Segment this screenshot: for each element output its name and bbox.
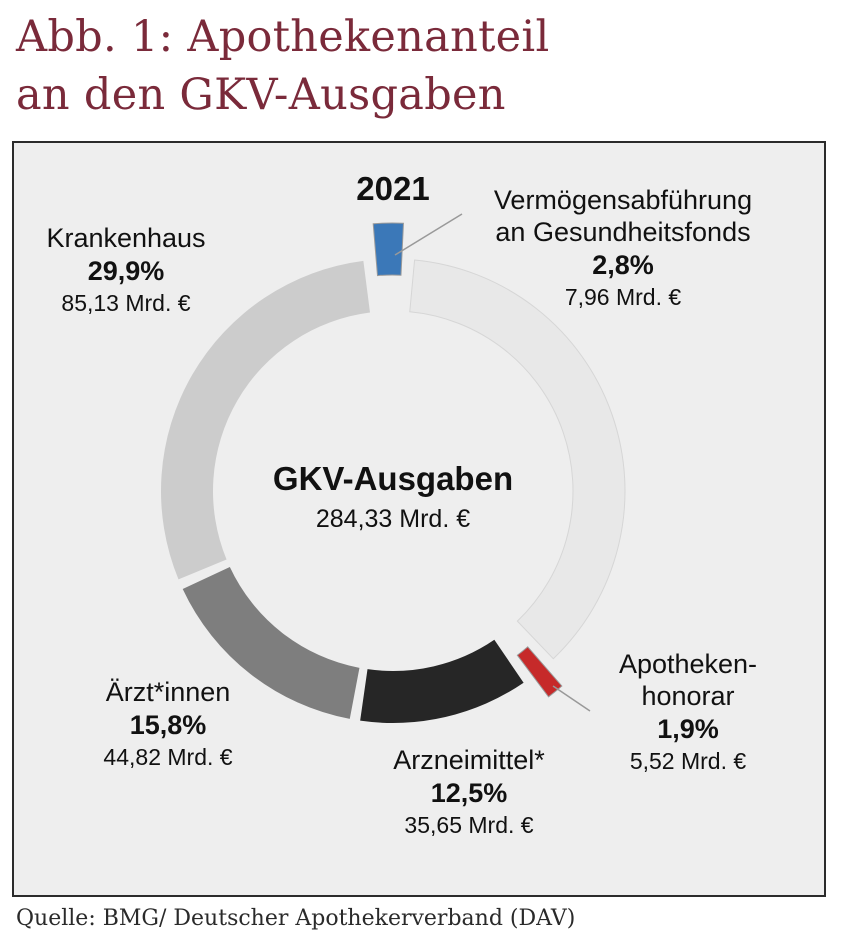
figure-title: Abb. 1: Apothekenanteil an den GKV-Ausga… [16, 8, 550, 124]
segment-amount: 5,52 Mrd. € [629, 748, 747, 774]
segment-percent: 1,9% [657, 714, 719, 744]
donut-segment-arzneimittel [360, 639, 524, 723]
segment-name: Apotheken- [618, 649, 758, 679]
donut-segment-krankenhaus [161, 260, 371, 580]
label-aerztinnen: Ärzt*innen 15,8% 44,82 Mrd. € [103, 676, 232, 772]
segment-percent: 12,5% [430, 778, 508, 808]
segment-name: Krankenhaus [46, 223, 206, 253]
source-note: Quelle: BMG/ Deutscher Apothekerverband … [16, 906, 576, 931]
segment-amount: 44,82 Mrd. € [103, 744, 233, 770]
segment-name: Vermögensabführung [493, 185, 753, 215]
donut-center-title: GKV-Ausgaben [272, 460, 514, 497]
segment-name: an Gesundheitsfonds [495, 217, 751, 247]
segment-name: Ärzt*innen [105, 677, 231, 707]
leader-line-apothekenhonorar [552, 685, 591, 712]
segment-name: honorar [641, 681, 735, 711]
donut-segment-aerzt-innen [182, 567, 360, 719]
title-line-1: Abb. 1: Apothekenanteil [16, 12, 550, 62]
segment-amount: 7,96 Mrd. € [564, 284, 682, 310]
chart-year: 2021 [356, 170, 430, 207]
donut-segment-remainder [409, 259, 626, 660]
donut-segment-vermoegensabfuehrung-an-gesundheitsfonds [372, 222, 404, 277]
segment-amount: 85,13 Mrd. € [61, 290, 191, 316]
label-apothekenhonorar: Apotheken- honorar 1,9% 5,52 Mrd. € [619, 648, 757, 776]
segment-amount: 35,65 Mrd. € [404, 812, 534, 838]
label-arzneimittel: Arzneimittel* 12,5% 35,65 Mrd. € [393, 744, 545, 840]
label-vermoegensabfuehrung: Vermögensabführung an Gesundheitsfonds 2… [494, 184, 752, 312]
segment-percent: 29,9% [87, 256, 165, 286]
title-line-2: an den GKV-Ausgaben [16, 70, 506, 120]
segment-percent: 15,8% [129, 710, 207, 740]
segment-percent: 2,8% [592, 250, 654, 280]
leader-line-vermoegensabfuehrung [394, 213, 463, 256]
segment-name: Arzneimittel* [393, 745, 545, 775]
label-krankenhaus: Krankenhaus 29,9% 85,13 Mrd. € [46, 222, 205, 318]
donut-center-value: 284,33 Mrd. € [315, 505, 471, 533]
